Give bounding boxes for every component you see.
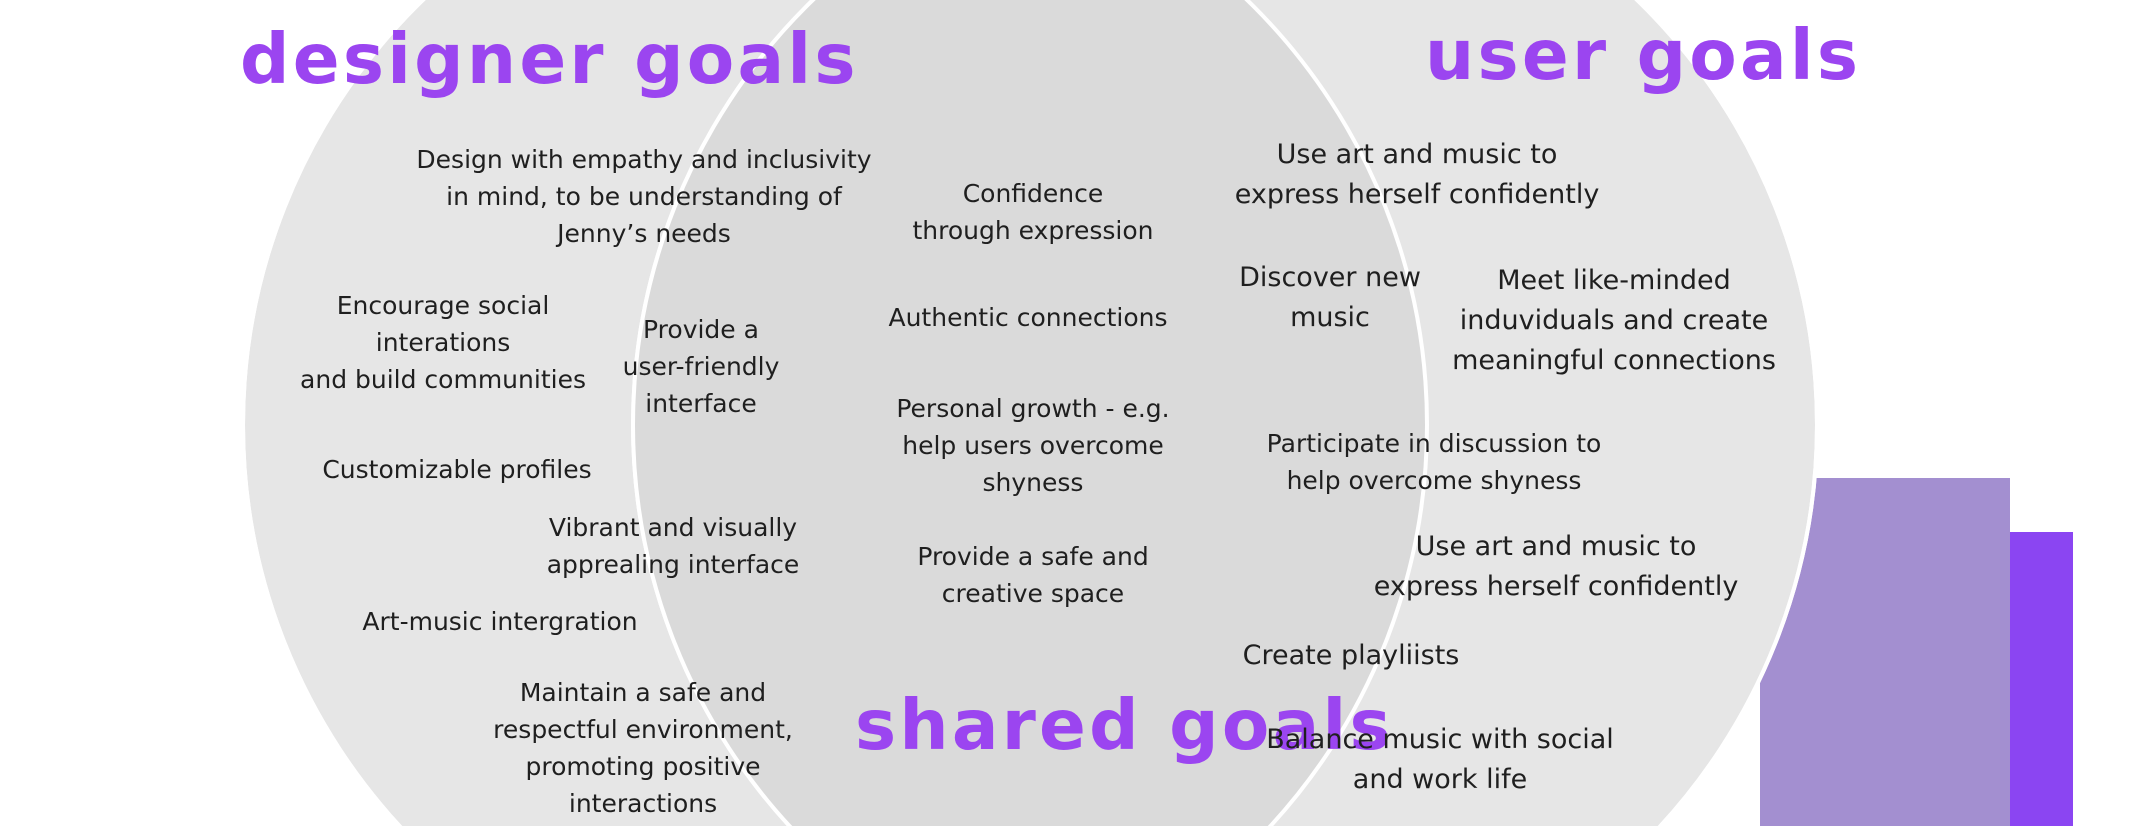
user-goal-item: Participate in discussion to help overco…	[1266, 429, 1602, 495]
designer-goal-item: Vibrant and visually apprealing interfac…	[546, 513, 800, 579]
shared-goal-item: Confidence through expression	[912, 179, 1154, 245]
user-goal-item: Create playliists	[1242, 640, 1460, 671]
designer-goal-item: Encourage social interations and build c…	[300, 291, 586, 394]
designer-goal-item: Provide a user-friendly interface	[622, 315, 780, 418]
designer-goal-item: Customizable profiles	[322, 455, 592, 484]
user-goal-item: Use art and music to express herself con…	[1373, 531, 1739, 602]
designer-goal-item: Design with empathy and inclusivity in m…	[416, 145, 872, 248]
designer-goal-item: Art-music intergration	[362, 607, 638, 636]
user-goals-heading: user goals	[1425, 16, 1862, 97]
shared-overlap	[633, 0, 1427, 826]
shared-goal-item: Personal growth - e.g. help users overco…	[896, 394, 1170, 497]
designer-circle-outline	[241, 0, 1429, 826]
user-goal-item: Discover new music	[1239, 262, 1421, 333]
designer-goals-heading: designer goals	[240, 20, 859, 101]
designer-goal-item: Maintain a safe and respectful environme…	[493, 678, 793, 818]
accent-block-dark	[2010, 532, 2073, 826]
user-circle-outline	[631, 0, 1819, 826]
user-goal-item: Use art and music to express herself con…	[1234, 139, 1600, 210]
shared-goal-item: Authentic connections	[888, 303, 1168, 332]
shared-goal-item: Provide a safe and creative space	[917, 542, 1149, 608]
shared-goals-heading: shared goals	[855, 686, 1394, 767]
user-goal-item: Meet like-minded induviduals and create …	[1452, 265, 1776, 376]
user-goal-item: Balance music with social and work life	[1266, 724, 1614, 795]
